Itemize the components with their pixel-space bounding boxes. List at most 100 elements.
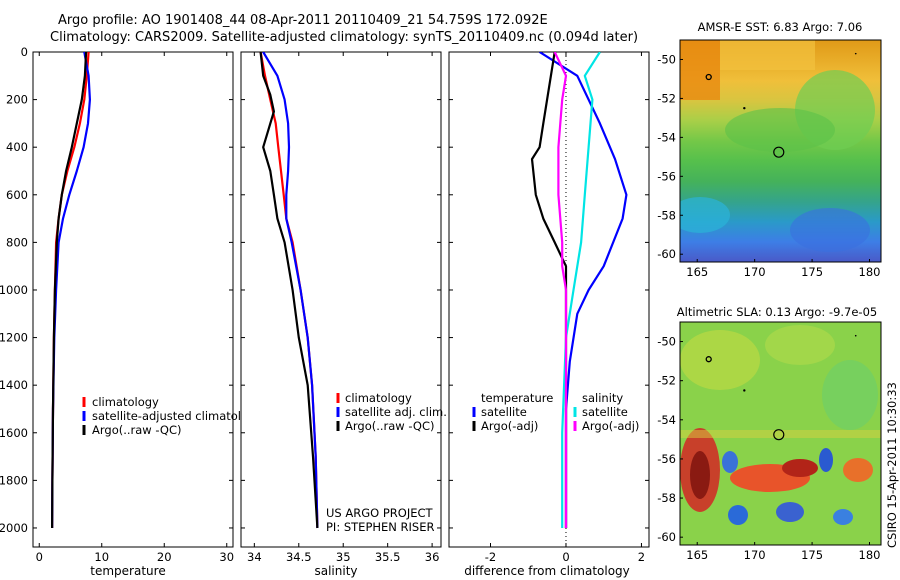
sla-low-4 <box>776 502 804 522</box>
series-line-satellite-adj-clim <box>262 52 319 529</box>
x-tick-label: 20 <box>157 550 172 564</box>
sst-warm-band <box>720 40 815 70</box>
legend-label-temp-argo: Argo(-adj) <box>481 419 538 433</box>
sla-high-center-core <box>782 459 818 477</box>
y-tick-label: 2000 <box>0 521 28 535</box>
sst-map-ticks: 165 170 175 180 -50 -52 -54 -56 -58 -60 <box>657 52 880 279</box>
salinity-xlabel: salinity <box>314 564 357 578</box>
x-tick-label: 2 <box>638 550 645 564</box>
sla-high-east <box>843 458 873 482</box>
y-tick-label: 0 <box>21 45 28 59</box>
difference-legend: temperature salinity satellite Argo(-adj… <box>472 391 639 433</box>
sst-warm-patch <box>680 40 720 100</box>
salinity-series <box>259 52 319 529</box>
island-dot <box>743 389 746 392</box>
figure-title-line2: Climatology: CARS2009. Satellite-adjuste… <box>50 30 639 45</box>
x-tick-label: 36 <box>425 550 440 564</box>
sla-yellow-band <box>680 430 881 438</box>
legend-label-argo: Argo(..raw -QC) <box>345 419 435 433</box>
legend-label-sal-satellite: satellite <box>582 405 628 419</box>
x-tick-label: 30 <box>219 550 234 564</box>
temperature-legend: climatology satellite-adjusted climatolo… <box>82 395 262 437</box>
legend-label-satellite: satellite-adjusted climatology <box>92 409 262 423</box>
map-x-tick-label: 170 <box>744 548 766 562</box>
legend-label-climatology: climatology <box>345 391 412 405</box>
legend-label-climatology: climatology <box>92 395 159 409</box>
legend-label-satellite: satellite adj. clim. <box>345 405 447 419</box>
y-tick-label: 1000 <box>0 283 28 297</box>
salinity-panel: 34 34.5 35 35.5 36 salinity climatology sate… <box>240 51 447 578</box>
temperature-plot-frame <box>32 51 234 548</box>
sla-map-markers <box>705 334 857 441</box>
map-y-tick-label: -54 <box>657 413 676 427</box>
map-y-tick-label: -54 <box>657 130 676 144</box>
sla-field <box>680 322 881 545</box>
difference-plot-frame <box>448 51 650 548</box>
x-tick-label: 34.5 <box>286 550 312 564</box>
series-line-satellite <box>561 52 601 528</box>
y-tick-label: 1600 <box>0 426 28 440</box>
x-tick-label: 35.5 <box>375 550 401 564</box>
map-x-tick-label: 165 <box>686 548 708 562</box>
island-outline <box>705 73 712 81</box>
x-tick-label: 35 <box>336 550 351 564</box>
map-x-tick-label: 180 <box>859 265 881 279</box>
map-x-tick-label: 165 <box>686 265 708 279</box>
temperature-xlabel: temperature <box>90 564 165 578</box>
x-tick-label: 0 <box>562 550 569 564</box>
sla-patch-n <box>765 325 835 365</box>
series-line-argo-raw-qc <box>51 52 88 529</box>
x-tick-label: -2 <box>485 550 496 564</box>
map-y-tick-label: -56 <box>657 169 676 183</box>
x-tick-label: 10 <box>94 550 109 564</box>
map-y-tick-label: -50 <box>657 335 676 349</box>
map-y-tick-label: -60 <box>657 530 676 544</box>
x-tick-label: 34 <box>247 550 262 564</box>
legend-label-temp-satellite: satellite <box>481 405 527 419</box>
y-tick-label: 200 <box>6 93 28 107</box>
map-y-tick-label: -52 <box>657 374 676 388</box>
map-y-tick-label: -52 <box>657 91 676 105</box>
project-credit-line1: US ARGO PROJECT <box>326 506 434 520</box>
sla-low-1 <box>722 451 738 473</box>
legend-title-temperature: temperature <box>481 391 553 405</box>
y-tick-label: 800 <box>6 235 28 249</box>
temperature-panel: 0 10 20 30 0 200 400 600 800 1000 1200 1400 1600 1800… <box>0 45 262 578</box>
salinity-axis-ticks: 34 34.5 35 35.5 36 <box>241 51 441 564</box>
sla-map-title: Altimetric SLA: 0.13 Argo: -9.7e-05 <box>677 305 877 319</box>
salinity-plot-frame <box>240 51 442 548</box>
y-tick-label: 1800 <box>0 473 28 487</box>
island-dot <box>854 334 857 337</box>
sst-green-band <box>725 108 835 152</box>
y-tick-label: 400 <box>6 140 28 154</box>
sst-cool-patch-east <box>790 208 870 252</box>
sla-high-west-core <box>690 451 710 499</box>
map-y-tick-label: -58 <box>657 491 676 505</box>
difference-axis-ticks: -2 0 2 <box>449 51 649 564</box>
island-dot <box>743 106 746 110</box>
sla-map-ticks: 165 170 175 180 -50 -52 -54 -56 -58 -60 <box>657 335 880 562</box>
map-y-tick-label: -50 <box>657 52 676 66</box>
project-credit-line2: PI: STEPHEN RISER <box>326 520 435 534</box>
profile-location-marker <box>773 429 785 441</box>
difference-panel: -2 0 2 difference from climatology tempera… <box>448 51 650 578</box>
csiro-timestamp: CSIRO 15-Apr-2011 10:30:33 <box>885 382 899 548</box>
y-tick-label: 1400 <box>0 378 28 392</box>
map-x-tick-label: 170 <box>744 265 766 279</box>
series-line-argo-raw-qc <box>259 52 319 529</box>
sla-map-frame <box>679 321 882 546</box>
map-y-tick-label: -56 <box>657 452 676 466</box>
salinity-legend: climatology satellite adj. clim. Argo(..… <box>336 391 447 433</box>
map-x-tick-label: 175 <box>801 548 823 562</box>
profile-location-marker <box>773 146 785 158</box>
legend-title-salinity: salinity <box>582 391 623 405</box>
legend-label-sal-argo: Argo(-adj) <box>582 419 639 433</box>
sla-patch-ne <box>822 360 878 430</box>
island-outline <box>705 356 712 363</box>
x-tick-label: 0 <box>36 550 43 564</box>
map-x-tick-label: 180 <box>859 548 881 562</box>
sst-map-title: AMSR-E SST: 6.83 Argo: 7.06 <box>698 20 863 34</box>
sst-field <box>680 40 881 262</box>
sla-patch-nw <box>680 330 760 390</box>
